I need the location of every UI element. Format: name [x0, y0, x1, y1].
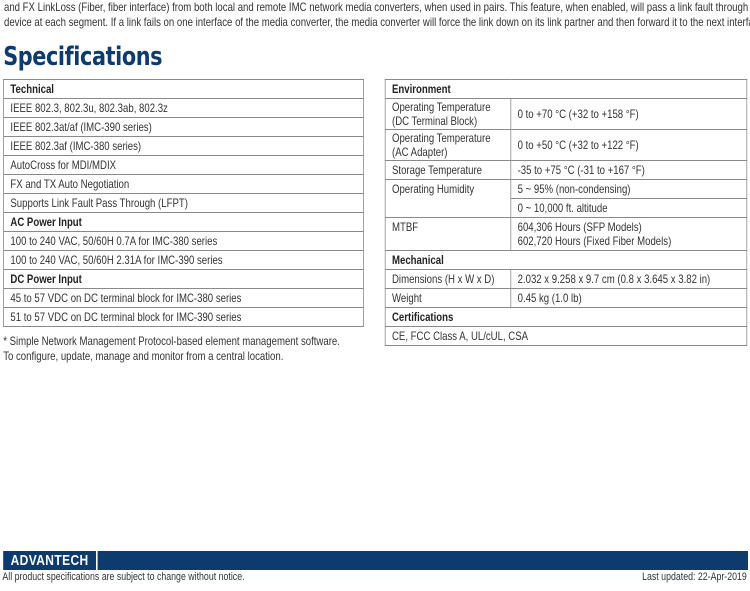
footnote: * Simple Network Management Protocol-bas… — [3, 334, 340, 363]
environment-table: Environment Operating Temperature (DC Ter… — [384, 79, 748, 346]
section-header: DC Power Input — [3, 269, 365, 289]
spec-row: IEEE 802.3, 802.3u, 802.3ab, 802.3z — [3, 98, 365, 118]
section-header: Certifications — [384, 307, 748, 327]
spec-row: Supports Link Fault Pass Through (LFPT) — [3, 193, 365, 213]
spec-row: IEEE 802.3af (IMC-380 series) — [3, 136, 365, 156]
spec-row: 100 to 240 VAC, 50/60H 0.7A for IMC-380 … — [3, 231, 365, 251]
spec-row: FX and TX Auto Negotiation — [3, 174, 365, 194]
intro-text: and FX LinkLoss (Fiber, fiber interface)… — [4, 0, 750, 29]
spec-row: AutoCross for MDI/MDIX — [3, 155, 365, 175]
section-header: Mechanical — [384, 250, 748, 270]
spec-row: 45 to 57 VDC on DC terminal block for IM… — [3, 288, 365, 308]
section-header: Technical — [3, 79, 365, 99]
footer-bar — [97, 551, 749, 570]
advantech-logo: ADVANTECH — [3, 551, 97, 570]
disclaimer: All product specifications are subject t… — [2, 571, 245, 583]
spec-row: IEEE 802.3at/af (IMC-390 series) — [3, 117, 365, 137]
last-updated: Last updated: 22-Apr-2019 — [642, 571, 747, 583]
page-title: Specifications — [3, 42, 163, 72]
spec-row: 51 to 57 VDC on DC terminal block for IM… — [3, 307, 365, 327]
section-header: AC Power Input — [3, 212, 365, 232]
section-header: Environment — [384, 79, 748, 99]
spec-row: 100 to 240 VAC, 50/60H 2.31A for IMC-390… — [3, 250, 365, 270]
technical-table: Technical IEEE 802.3, 802.3u, 802.3ab, 80… — [3, 79, 365, 327]
